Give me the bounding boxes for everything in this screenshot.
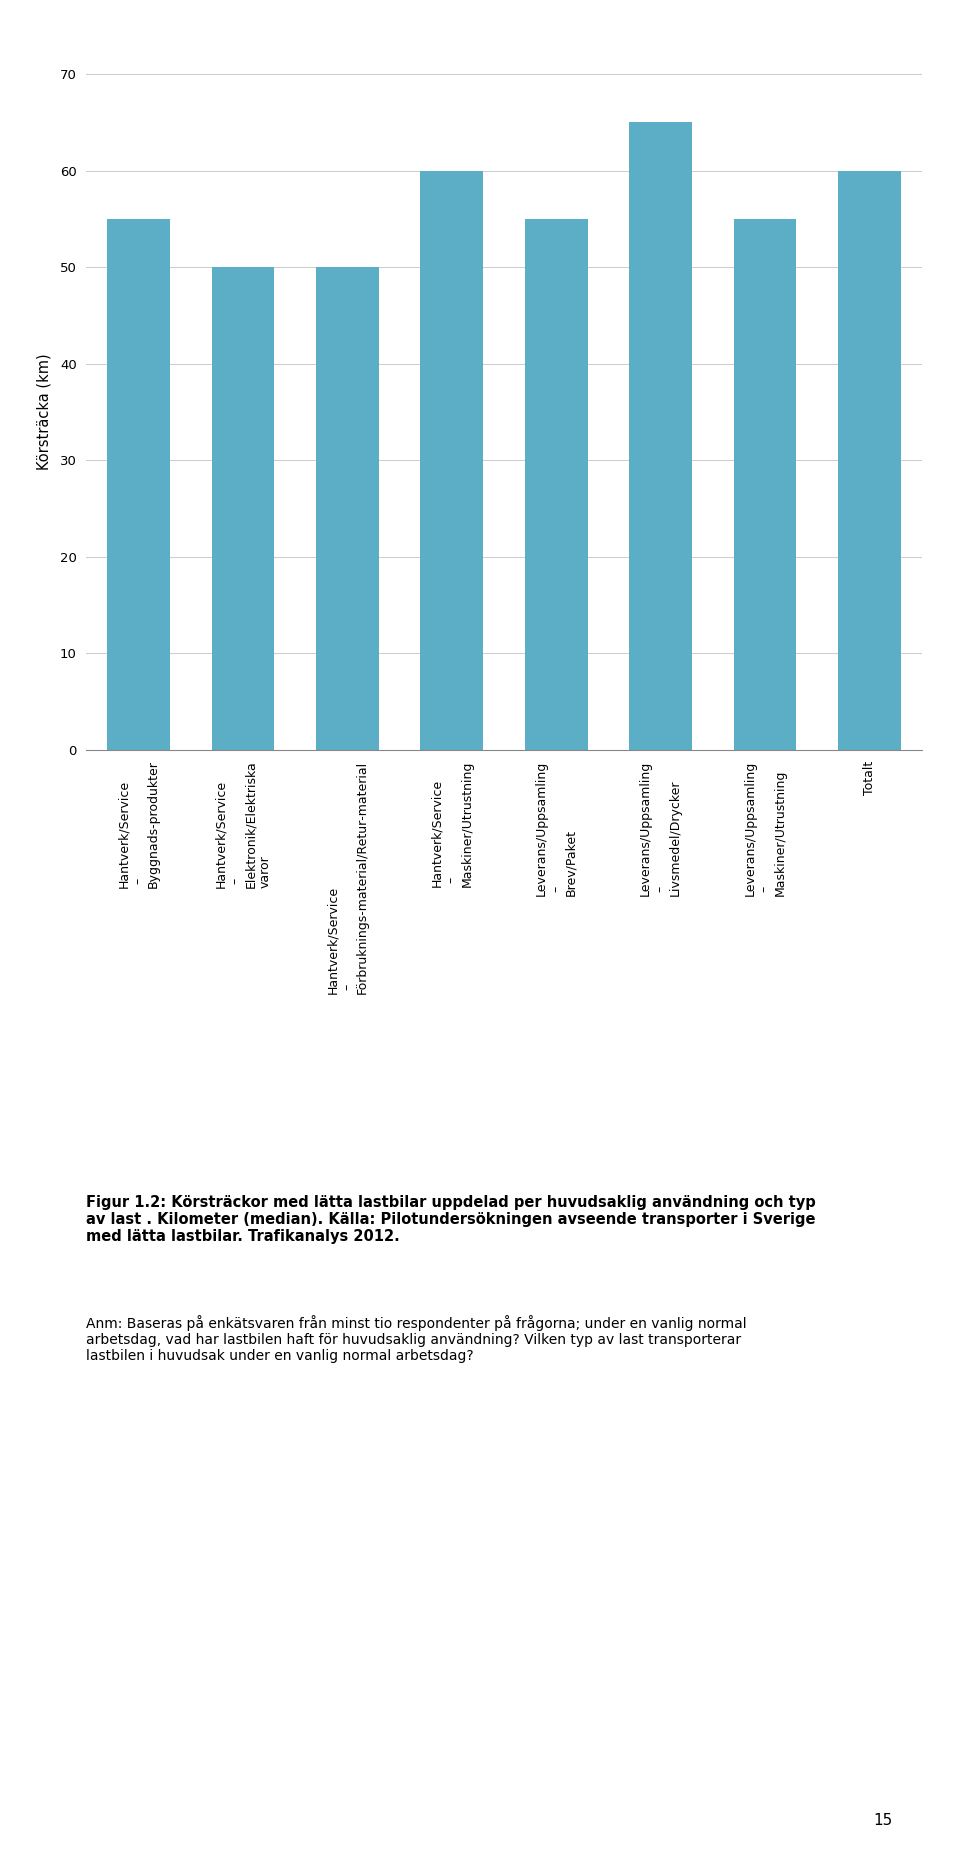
Text: Anm: Baseras på enkätsvaren från minst tio respondenter på frågorna; under en va: Anm: Baseras på enkätsvaren från minst t… — [86, 1315, 747, 1363]
Bar — [838, 170, 900, 750]
Bar — [316, 267, 378, 750]
Y-axis label: Körsträcka (km): Körsträcka (km) — [36, 354, 52, 470]
Bar — [420, 170, 483, 750]
Bar — [630, 122, 692, 750]
Text: Figur 1.2: Körsträckor med lätta lastbilar uppdelad per huvudsaklig användning o: Figur 1.2: Körsträckor med lätta lastbil… — [86, 1195, 816, 1245]
Bar — [108, 219, 170, 750]
Text: 15: 15 — [874, 1813, 893, 1828]
Bar — [733, 219, 796, 750]
Bar — [525, 219, 588, 750]
Bar — [211, 267, 275, 750]
